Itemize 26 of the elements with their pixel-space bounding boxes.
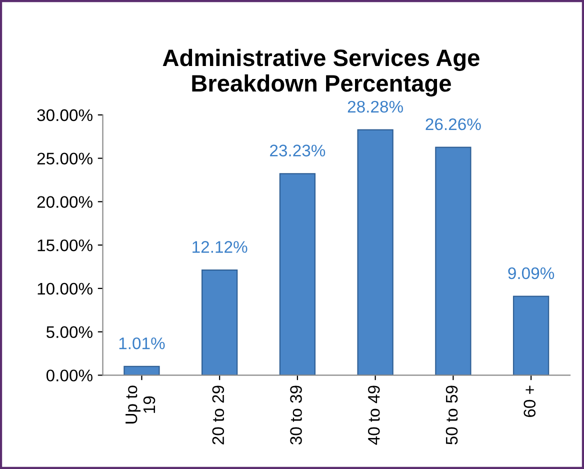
y-tick-label: 30.00%	[37, 109, 92, 122]
data-label: 28.28%	[348, 100, 403, 113]
bar	[202, 269, 238, 376]
x-tick-label: 40 to 49	[368, 386, 380, 445]
chart-title: Administrative Services Age Breakdown Percentage	[162, 48, 480, 97]
data-label: 23.23%	[270, 144, 326, 156]
y-tick-label: 0.00%	[46, 370, 92, 382]
y-tick-label: 5.00%	[46, 326, 92, 338]
x-tick-label: 30 to 39	[290, 386, 302, 445]
bar	[124, 366, 160, 376]
y-tick-label: 20.00%	[37, 196, 92, 208]
y-tick-label: 10.00%	[38, 282, 92, 295]
data-label: 12.12%	[192, 241, 248, 253]
bar	[279, 173, 316, 376]
bar	[512, 296, 550, 376]
x-tick-label: 20 to 29	[212, 386, 224, 444]
data-label: 9.09%	[508, 267, 554, 280]
x-tick-label: 50 to 59	[446, 386, 458, 444]
y-tick-label: 15.00%	[38, 239, 92, 252]
y-tick-label: 25.00%	[37, 152, 92, 164]
x-tick-label: Up to 19	[126, 386, 156, 424]
x-tick-label: 60 +	[524, 386, 536, 417]
data-label: 26.26%	[426, 118, 481, 130]
bar	[435, 146, 472, 376]
data-label: 1.01%	[119, 337, 165, 350]
bar	[357, 129, 394, 376]
